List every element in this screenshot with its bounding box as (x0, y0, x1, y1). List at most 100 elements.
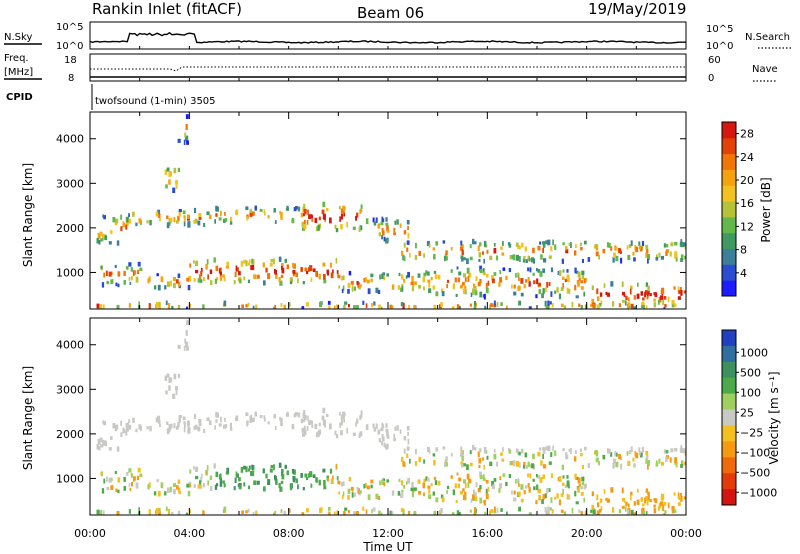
velocity-cell (208, 420, 212, 426)
power-cell (385, 238, 389, 244)
velocity-cell (594, 450, 598, 455)
power-cell (280, 211, 283, 218)
power-cell (367, 288, 371, 295)
velocity-cell (584, 510, 588, 515)
velocity-cell (637, 488, 639, 493)
power-cell (618, 247, 621, 254)
power-cell (464, 285, 467, 290)
y-tick-label: 2000 (56, 428, 84, 441)
velocity-cell (189, 509, 191, 514)
velocity-cell (427, 477, 430, 482)
power-cell (346, 221, 349, 228)
velocity-cell (608, 448, 611, 454)
velocity-cell (518, 483, 520, 487)
mhz-label: [MHz] (4, 67, 33, 78)
power-cell (493, 247, 497, 254)
velocity-cell (508, 474, 512, 479)
power-cell (549, 301, 552, 305)
power-cell (428, 282, 431, 288)
velocity-cell (355, 421, 357, 427)
power-cell (279, 280, 283, 286)
velocity-cell (671, 506, 675, 511)
power-cell (373, 221, 377, 226)
power-cell (157, 209, 161, 215)
velocity-cell (444, 462, 446, 468)
power-cell (459, 305, 461, 309)
power-cell (437, 274, 441, 280)
velocity-cell (323, 480, 326, 486)
power-cell (187, 284, 191, 291)
velocity-cell (184, 422, 186, 428)
velocity-cell (462, 463, 466, 467)
power-cell (610, 281, 614, 287)
power-cell (251, 258, 254, 264)
power-cell (356, 281, 359, 285)
power-cell (474, 286, 477, 291)
velocity-cell (133, 476, 136, 481)
velocity-cell (304, 473, 308, 478)
velocity-cell (303, 430, 307, 435)
velocity-cell (336, 510, 339, 515)
power-cell (486, 249, 489, 254)
power-cell (434, 274, 438, 279)
velocity-cell (517, 491, 521, 497)
velocity-cell (340, 430, 343, 436)
power-cell (131, 276, 133, 281)
power-cell (565, 246, 568, 251)
velocity-cell (286, 470, 289, 476)
power-cell (440, 302, 443, 307)
velocity-cell (178, 417, 181, 423)
velocity-cell (645, 458, 647, 464)
velocity-cell (285, 413, 289, 417)
velocity-cell (407, 477, 410, 484)
power-cell (224, 218, 228, 222)
power-cell (100, 265, 103, 269)
power-cell (478, 252, 482, 258)
power-cell (263, 280, 266, 286)
power-cell (341, 276, 343, 281)
power-cell (467, 276, 470, 282)
power-cell (642, 240, 645, 246)
velocity-cell (183, 345, 186, 351)
velocity-cell (677, 492, 680, 499)
velocity-cell (472, 494, 475, 500)
power-cell (226, 261, 229, 267)
velocity-cell (358, 433, 361, 438)
power-cell (673, 286, 676, 290)
power-cell (213, 257, 216, 263)
velocity-cell (386, 435, 390, 439)
power-cell (353, 286, 356, 291)
velocity-cell (633, 463, 636, 468)
velocity-cell (493, 448, 496, 453)
velocity-cell (166, 421, 169, 425)
velocity-cell (400, 480, 404, 486)
x-axis-ticklabels: 00:00 04:00 08:00 12:00 16:00 20:00 00:00 (74, 527, 702, 540)
velocity-cell (684, 450, 686, 456)
velocity-cell (483, 464, 485, 470)
velocity-cell (430, 482, 433, 487)
power-cell (647, 258, 649, 264)
power-cell (428, 288, 432, 294)
power-cell (528, 306, 532, 309)
velocity-cell (381, 479, 384, 485)
power-cell (278, 276, 281, 282)
power-cell (220, 210, 222, 217)
power-cell (544, 287, 547, 293)
power-cell (108, 241, 112, 245)
power-cell (575, 295, 579, 299)
power-cell (223, 300, 227, 307)
power-cell (128, 218, 132, 224)
velocity-cell (406, 426, 410, 431)
power-cell (185, 306, 188, 309)
velocity-cell (634, 450, 637, 457)
velocity-cell (96, 509, 100, 515)
velocity-cell (112, 423, 116, 429)
power-cell (255, 304, 258, 309)
x-tick-label: 04:00 (173, 527, 205, 540)
power-cell (175, 184, 178, 189)
power-cell (136, 269, 139, 275)
velocity-cell (391, 511, 394, 515)
velocity-cell (552, 445, 554, 452)
velocity-cell (614, 451, 617, 457)
velocity-cell (403, 448, 406, 454)
